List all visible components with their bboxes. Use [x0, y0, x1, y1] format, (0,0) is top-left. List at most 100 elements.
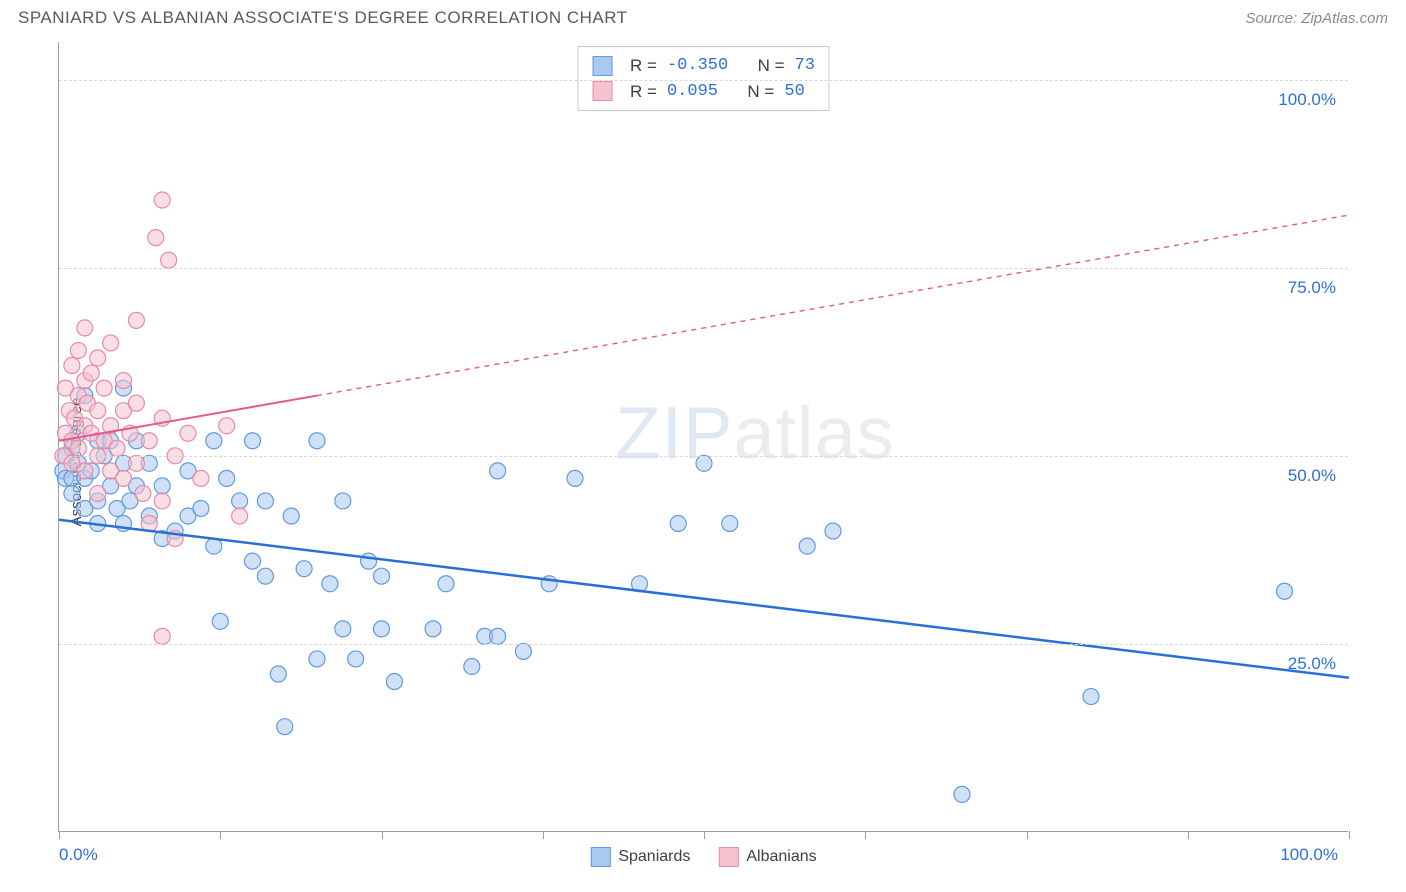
legend-item: Albanians: [718, 847, 816, 867]
data-point: [116, 373, 132, 389]
data-point: [77, 320, 93, 336]
data-point: [696, 455, 712, 471]
legend-swatch: [590, 847, 610, 867]
legend-swatch: [592, 56, 612, 76]
data-point: [257, 493, 273, 509]
data-point: [154, 493, 170, 509]
data-point: [161, 252, 177, 268]
legend-item: Spaniards: [590, 847, 690, 867]
data-point: [180, 425, 196, 441]
trendline-extrapolated: [317, 215, 1349, 396]
data-point: [64, 358, 80, 374]
data-point: [219, 470, 235, 486]
legend-swatch: [592, 81, 612, 101]
data-point: [277, 719, 293, 735]
x-tick: [865, 831, 866, 839]
data-point: [154, 192, 170, 208]
legend-label: Albanians: [746, 848, 816, 865]
data-point: [193, 470, 209, 486]
data-point: [232, 493, 248, 509]
data-point: [245, 553, 261, 569]
data-point: [825, 523, 841, 539]
data-point: [335, 493, 351, 509]
data-point: [515, 643, 531, 659]
data-point: [670, 516, 686, 532]
chart-title: SPANIARD VS ALBANIAN ASSOCIATE'S DEGREE …: [18, 8, 628, 28]
data-point: [283, 508, 299, 524]
x-tick: [382, 831, 383, 839]
r-value: -0.350: [667, 53, 728, 79]
data-point: [96, 380, 112, 396]
legend-label: Spaniards: [618, 848, 690, 865]
data-point: [257, 568, 273, 584]
gridline: [59, 268, 1348, 269]
x-tick: [1188, 831, 1189, 839]
data-point: [109, 440, 125, 456]
data-point: [141, 433, 157, 449]
data-point: [1083, 689, 1099, 705]
data-point: [212, 613, 228, 629]
data-point: [374, 621, 390, 637]
x-tick-label: 100.0%: [1280, 845, 1338, 865]
legend-row: R = 0.095 N =50: [592, 79, 815, 105]
data-point: [296, 561, 312, 577]
data-point: [799, 538, 815, 554]
data-point: [83, 365, 99, 381]
data-point: [425, 621, 441, 637]
data-point: [128, 455, 144, 471]
data-point: [567, 470, 583, 486]
data-point: [206, 433, 222, 449]
y-tick-label: 75.0%: [1288, 278, 1336, 298]
data-point: [135, 485, 151, 501]
data-point: [438, 576, 454, 592]
data-point: [270, 666, 286, 682]
data-point: [148, 230, 164, 246]
data-point: [322, 576, 338, 592]
trendline: [59, 520, 1349, 678]
x-tick: [704, 831, 705, 839]
y-tick-label: 100.0%: [1278, 90, 1336, 110]
data-point: [154, 628, 170, 644]
data-point: [70, 342, 86, 358]
y-tick-label: 50.0%: [1288, 466, 1336, 486]
data-point: [361, 553, 377, 569]
data-point: [116, 470, 132, 486]
data-point: [335, 621, 351, 637]
x-tick: [1349, 831, 1350, 839]
data-point: [232, 508, 248, 524]
data-point: [464, 658, 480, 674]
legend-row: R =-0.350 N =73: [592, 53, 815, 79]
n-value: 50: [784, 79, 804, 105]
data-point: [128, 312, 144, 328]
source-attribution: Source: ZipAtlas.com: [1245, 10, 1388, 27]
series-legend: Spaniards Albanians: [590, 847, 816, 867]
data-point: [90, 350, 106, 366]
data-point: [245, 433, 261, 449]
data-point: [954, 786, 970, 802]
data-point: [309, 651, 325, 667]
data-point: [386, 674, 402, 690]
x-tick: [543, 831, 544, 839]
chart-container: Associate's Degree ZIPatlas R =-0.350 N …: [18, 42, 1388, 882]
plot-area: ZIPatlas R =-0.350 N =73R = 0.095 N =50 …: [58, 42, 1348, 832]
data-point: [103, 335, 119, 351]
data-point: [154, 478, 170, 494]
data-point: [90, 485, 106, 501]
x-tick: [220, 831, 221, 839]
data-point: [193, 500, 209, 516]
scatter-svg: [59, 42, 1348, 831]
data-point: [374, 568, 390, 584]
r-value: 0.095: [667, 79, 718, 105]
data-point: [490, 628, 506, 644]
gridline: [59, 80, 1348, 81]
n-value: 73: [795, 53, 815, 79]
correlation-legend: R =-0.350 N =73R = 0.095 N =50: [577, 46, 830, 111]
data-point: [490, 463, 506, 479]
x-tick: [59, 831, 60, 839]
data-point: [309, 433, 325, 449]
data-point: [77, 463, 93, 479]
y-tick-label: 25.0%: [1288, 654, 1336, 674]
x-tick: [1027, 831, 1028, 839]
data-point: [219, 418, 235, 434]
x-tick-label: 0.0%: [59, 845, 98, 865]
